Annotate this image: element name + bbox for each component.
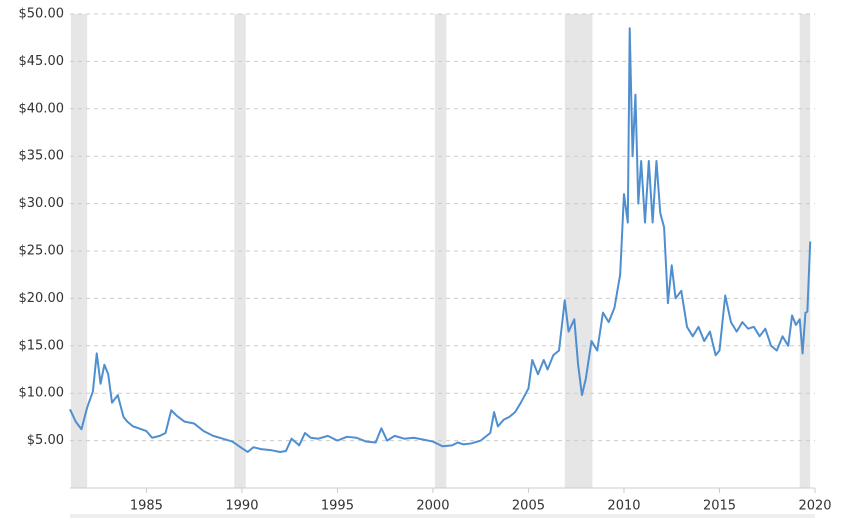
x-tick-label: 1985 <box>130 499 163 514</box>
y-tick-label: $15.00 <box>19 338 65 353</box>
y-tick-label: $45.00 <box>19 54 65 69</box>
y-tick-label: $50.00 <box>19 7 65 22</box>
recession-band <box>799 14 811 488</box>
y-tick-label: $40.00 <box>19 101 65 116</box>
x-tick-label: 2010 <box>607 499 640 514</box>
x-tick-label: 2005 <box>512 499 545 514</box>
y-tick-label: $20.00 <box>19 291 65 306</box>
y-tick-label: $10.00 <box>19 386 65 401</box>
x-tick-label: 1995 <box>321 499 354 514</box>
x-tick-label: 2015 <box>703 499 736 514</box>
x-tick-label: 2000 <box>416 499 449 514</box>
x-tick-label: 2020 <box>798 499 831 514</box>
scrollbar-track <box>70 514 815 518</box>
y-tick-label: $5.00 <box>27 433 64 448</box>
y-tick-label: $30.00 <box>19 196 65 211</box>
data-line <box>69 27 812 453</box>
x-tick-label: 1990 <box>225 499 258 514</box>
y-tick-label: $35.00 <box>19 149 65 164</box>
y-tick-label: $25.00 <box>19 244 65 259</box>
